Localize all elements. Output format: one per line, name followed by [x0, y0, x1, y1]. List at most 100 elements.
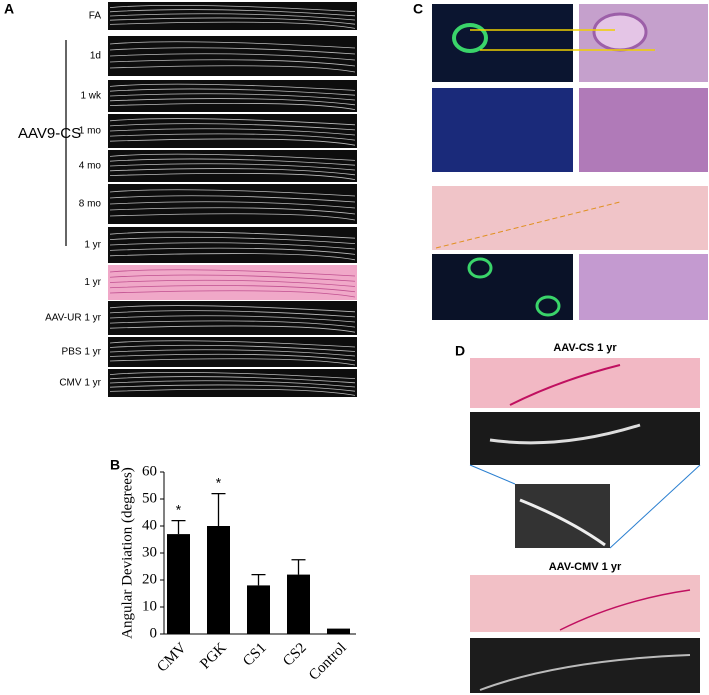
y-tick-label: 10	[142, 598, 157, 614]
error-bar	[251, 573, 266, 586]
row-label: 1 yr	[84, 277, 101, 288]
row-label: 1 mo	[79, 126, 102, 137]
image-texture	[109, 168, 356, 176]
image-texture	[109, 310, 356, 318]
image-texture	[109, 247, 356, 255]
image-texture	[109, 53, 356, 61]
image-texture	[109, 4, 356, 12]
row-label: 1 yr	[84, 240, 101, 251]
row-label: CMV 1 yr	[59, 378, 101, 389]
image-texture	[109, 118, 356, 126]
image-strip	[108, 337, 357, 367]
image-texture	[109, 133, 356, 141]
image-texture	[109, 340, 356, 348]
image-texture	[109, 388, 356, 396]
image-texture	[109, 123, 356, 131]
panel-label: A	[4, 1, 14, 17]
panel-d-images	[469, 358, 701, 693]
y-tick-label: 40	[142, 517, 157, 533]
image-texture	[109, 47, 356, 55]
image-texture	[109, 290, 356, 298]
image-texture	[109, 17, 356, 25]
image-texture	[109, 13, 356, 21]
image-texture	[109, 325, 356, 333]
image-texture	[109, 172, 356, 180]
image-texture	[109, 269, 356, 277]
image-texture	[109, 349, 356, 357]
image-texture	[109, 384, 356, 392]
image-texture	[109, 98, 356, 106]
y-tick-label: 60	[142, 463, 157, 479]
image-texture	[109, 102, 356, 110]
image-texture	[109, 201, 356, 209]
y-tick-label: 50	[142, 490, 157, 506]
image-texture	[109, 320, 356, 328]
bar	[247, 585, 270, 634]
image-texture	[109, 65, 356, 73]
image-texture	[109, 236, 356, 244]
bar	[327, 628, 350, 634]
image-texture	[109, 253, 356, 261]
image-texture	[109, 213, 356, 221]
image-texture	[109, 315, 356, 323]
x-tick-label: CS2	[280, 640, 310, 670]
image-texture	[109, 376, 356, 384]
image-title: AAV-CMV 1 yr	[549, 561, 622, 573]
error-bar	[171, 519, 186, 535]
image-texture	[109, 138, 356, 146]
x-tick-label: CMV	[154, 640, 190, 676]
image-texture	[109, 305, 356, 313]
image-title: AAV-CS 1 yr	[553, 342, 617, 354]
panel-c-images	[432, 4, 708, 320]
image-texture	[109, 83, 356, 91]
image-texture	[109, 93, 356, 101]
image-texture	[109, 163, 356, 171]
image-strip	[108, 369, 357, 397]
image-texture	[109, 189, 356, 197]
image-texture	[109, 21, 356, 29]
image-texture	[109, 285, 356, 293]
image-texture	[109, 344, 356, 352]
image-texture	[109, 158, 356, 166]
row-label: FA	[89, 11, 102, 22]
image-texture	[109, 207, 356, 215]
y-tick-label: 30	[142, 544, 157, 560]
image-texture	[109, 195, 356, 203]
image-texture	[109, 274, 356, 282]
y-axis-label: Angular Deviation (degrees)	[119, 467, 135, 639]
bar	[207, 526, 230, 634]
image-texture	[109, 9, 356, 17]
image-texture	[109, 153, 356, 161]
image-texture	[109, 353, 356, 361]
panel-label: D	[455, 343, 465, 359]
image-texture	[109, 59, 356, 67]
row-label: PBS 1 yr	[62, 347, 102, 358]
image-texture	[109, 371, 356, 379]
row-label: 4 mo	[79, 161, 102, 172]
error-bar	[291, 559, 306, 575]
row-label: 1 wk	[80, 91, 102, 102]
image-texture	[109, 279, 356, 287]
group-label: AAV9-CS	[18, 125, 81, 142]
panel-label: C	[413, 1, 423, 17]
panel-label: B	[110, 457, 120, 473]
image-texture	[109, 231, 356, 239]
image-texture	[109, 358, 356, 366]
significance: *	[176, 501, 182, 517]
x-tick-label: CS1	[240, 640, 270, 670]
row-label: 8 mo	[79, 199, 102, 210]
image-strip	[108, 2, 357, 30]
image-texture	[109, 242, 356, 250]
y-tick-label: 20	[142, 571, 157, 587]
row-label: AAV-UR 1 yr	[45, 313, 102, 324]
y-tick-label: 0	[150, 625, 158, 641]
significance: *	[216, 474, 222, 490]
error-bar	[211, 492, 226, 526]
image-texture	[109, 128, 356, 136]
x-tick-label: Control	[306, 640, 350, 684]
bar	[167, 534, 190, 634]
bar	[287, 574, 310, 634]
row-label: 1d	[90, 51, 101, 62]
image-texture	[109, 88, 356, 96]
